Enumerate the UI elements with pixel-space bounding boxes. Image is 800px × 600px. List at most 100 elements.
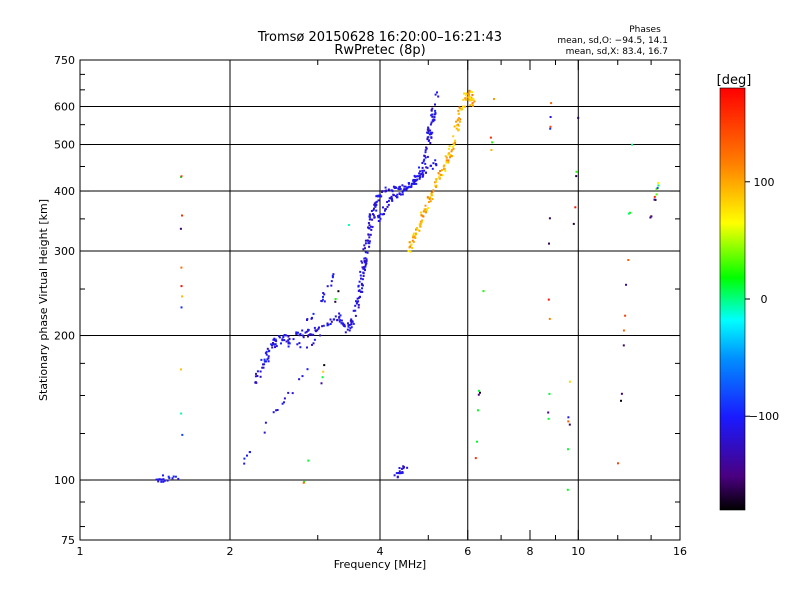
data-point <box>410 184 413 187</box>
data-point <box>438 174 441 177</box>
data-point <box>395 195 397 198</box>
x-tick-label: 16 <box>673 545 687 558</box>
data-point <box>449 156 451 159</box>
data-point <box>322 295 324 298</box>
data-point <box>548 217 551 220</box>
data-point <box>291 392 294 395</box>
chart-title-line2: RwPretec (8p) <box>334 43 425 58</box>
data-point <box>262 366 265 369</box>
data-point <box>655 193 658 196</box>
data-point <box>158 478 161 481</box>
data-point <box>339 314 342 317</box>
data-point <box>362 275 365 277</box>
data-point <box>378 214 381 217</box>
data-point <box>334 315 337 318</box>
data-point <box>179 227 182 230</box>
data-point <box>408 241 411 244</box>
data-point <box>431 198 434 200</box>
data-point <box>276 409 279 411</box>
data-point <box>575 175 578 178</box>
data-point <box>365 258 368 261</box>
y-tick-label: 400 <box>54 185 75 198</box>
data-point <box>180 285 183 288</box>
data-point <box>476 440 478 443</box>
data-point <box>430 136 433 139</box>
data-point <box>477 393 480 396</box>
data-point <box>473 100 476 103</box>
data-point <box>318 326 320 329</box>
data-point <box>287 342 290 345</box>
data-point <box>368 224 371 227</box>
data-point <box>450 150 453 153</box>
data-point <box>377 216 380 219</box>
data-point <box>391 199 394 202</box>
data-point <box>349 319 352 322</box>
data-point <box>296 343 299 346</box>
data-point <box>270 343 273 346</box>
data-point <box>367 233 370 236</box>
data-point <box>288 338 291 340</box>
data-point <box>311 343 313 346</box>
y-tick-label: 300 <box>54 245 75 258</box>
data-point <box>420 221 423 224</box>
data-point <box>368 218 371 221</box>
data-point <box>627 259 630 261</box>
data-point <box>432 189 435 192</box>
data-point <box>181 433 184 436</box>
data-point <box>342 324 345 327</box>
data-point <box>657 184 660 187</box>
data-point <box>346 328 349 331</box>
data-point <box>445 159 448 162</box>
data-point <box>343 323 346 326</box>
data-point <box>320 382 323 385</box>
data-point <box>306 346 308 349</box>
data-point <box>367 226 369 229</box>
data-point <box>424 156 427 159</box>
data-point <box>361 283 363 286</box>
data-point <box>464 97 467 100</box>
grid <box>80 60 680 540</box>
colorbar-scale <box>719 87 746 511</box>
data-point <box>272 342 274 344</box>
data-point <box>435 186 437 188</box>
data-point <box>332 318 335 321</box>
data-point <box>441 169 443 171</box>
data-point <box>408 185 410 188</box>
data-point <box>297 331 299 334</box>
legend-x-mode: mean, sd,X: 83.4, 16.7 <box>566 47 668 57</box>
data-point <box>243 457 246 460</box>
x-tick-label: 1 <box>77 545 84 558</box>
data-point <box>627 212 630 215</box>
data-point <box>162 474 164 477</box>
data-point <box>254 375 257 378</box>
data-point <box>256 370 259 373</box>
data-point <box>412 236 415 239</box>
data-point <box>411 247 414 249</box>
legend: Phases mean, sd,O: −94.5, 14.1 mean, sd,… <box>557 25 668 57</box>
colorbar-tick-label: 0 <box>761 293 768 306</box>
data-point <box>419 170 422 173</box>
data-point <box>572 222 575 225</box>
data-point <box>451 149 453 152</box>
data-point <box>469 104 472 107</box>
data-point <box>407 182 410 184</box>
data-point <box>419 225 422 228</box>
data-point <box>428 196 431 199</box>
data-point <box>428 198 431 201</box>
data-point <box>177 477 180 480</box>
data-point <box>363 244 366 247</box>
data-point <box>302 481 305 484</box>
data-point <box>408 246 411 249</box>
data-point <box>261 366 264 369</box>
data-point <box>306 368 309 371</box>
data-point <box>369 225 372 228</box>
data-point <box>418 229 421 232</box>
data-point <box>624 314 627 317</box>
data-point <box>262 363 264 366</box>
data-point <box>456 123 459 126</box>
data-point <box>392 193 395 196</box>
data-point <box>392 185 395 188</box>
data-point <box>334 298 337 300</box>
legend-o-mode: mean, sd,O: −94.5, 14.1 <box>557 36 668 46</box>
data-point <box>329 323 332 325</box>
